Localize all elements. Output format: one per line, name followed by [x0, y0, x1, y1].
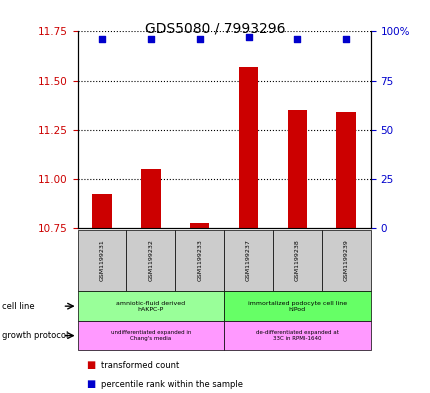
Text: transformed count: transformed count	[101, 361, 179, 370]
Bar	[190, 223, 209, 228]
Point	[245, 34, 252, 40]
Text: immortalized podocyte cell line
hIPod: immortalized podocyte cell line hIPod	[247, 301, 346, 312]
Point	[98, 36, 105, 42]
Bar	[287, 110, 307, 228]
Text: amniotic-fluid derived
hAKPC-P: amniotic-fluid derived hAKPC-P	[116, 301, 185, 312]
Text: cell line: cell line	[2, 302, 35, 310]
Text: GDS5080 / 7993296: GDS5080 / 7993296	[145, 22, 285, 36]
Text: undifferentiated expanded in
Chang's media: undifferentiated expanded in Chang's med…	[111, 330, 190, 341]
Point	[293, 36, 300, 42]
Bar	[238, 67, 258, 228]
Point	[196, 36, 203, 42]
Text: GSM1199239: GSM1199239	[343, 239, 348, 281]
Text: GSM1199233: GSM1199233	[197, 239, 202, 281]
Text: GSM1199231: GSM1199231	[99, 239, 104, 281]
Text: GSM1199237: GSM1199237	[246, 239, 250, 281]
Bar	[92, 193, 111, 228]
Text: ■: ■	[86, 360, 95, 371]
Text: growth protocol: growth protocol	[2, 331, 68, 340]
Text: ■: ■	[86, 379, 95, 389]
Bar	[336, 112, 355, 228]
Point	[147, 36, 154, 42]
Text: GSM1199238: GSM1199238	[294, 239, 299, 281]
Text: GSM1199232: GSM1199232	[148, 239, 153, 281]
Point	[342, 36, 349, 42]
Text: percentile rank within the sample: percentile rank within the sample	[101, 380, 243, 389]
Bar	[141, 169, 160, 228]
Text: de-differentiated expanded at
33C in RPMI-1640: de-differentiated expanded at 33C in RPM…	[255, 330, 338, 341]
